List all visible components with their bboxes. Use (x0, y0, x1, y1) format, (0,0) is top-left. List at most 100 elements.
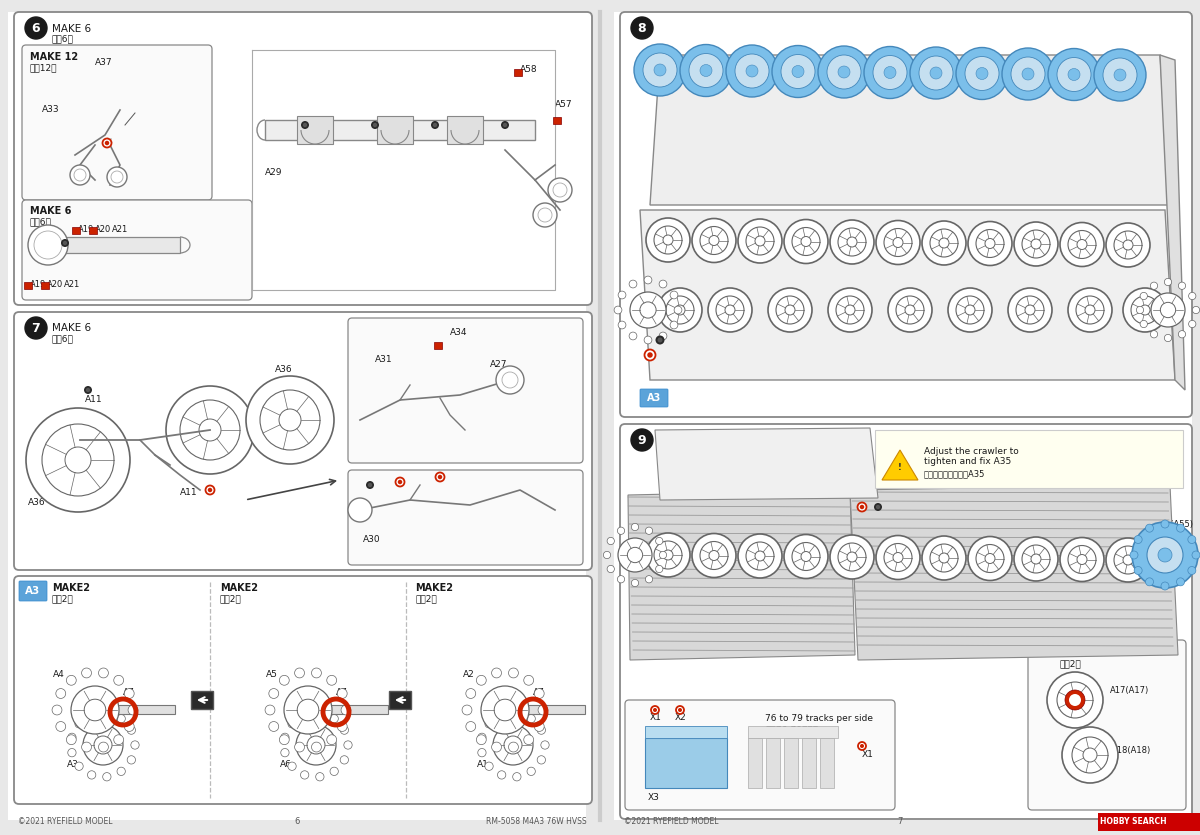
Bar (60, 237, 180, 253)
Circle shape (1164, 278, 1171, 286)
Circle shape (746, 542, 774, 570)
Circle shape (538, 756, 546, 764)
Circle shape (281, 733, 289, 741)
Circle shape (628, 548, 643, 563)
Text: A3: A3 (25, 586, 41, 596)
Circle shape (1162, 520, 1169, 528)
Text: 7: 7 (31, 321, 41, 335)
Circle shape (884, 67, 896, 78)
FancyBboxPatch shape (348, 470, 583, 565)
Circle shape (56, 721, 66, 731)
Circle shape (670, 321, 678, 329)
Circle shape (481, 686, 529, 734)
Text: 制佖2组: 制佖2组 (1060, 659, 1081, 668)
Circle shape (433, 123, 437, 127)
Circle shape (431, 121, 439, 129)
Bar (646, 726, 727, 738)
Circle shape (629, 280, 637, 288)
Text: A17(A17): A17(A17) (1110, 686, 1150, 695)
Circle shape (296, 725, 336, 765)
Text: X1: X1 (650, 713, 662, 722)
Circle shape (1016, 296, 1044, 324)
Circle shape (86, 387, 90, 392)
Circle shape (1046, 672, 1103, 728)
Circle shape (492, 668, 502, 678)
Circle shape (82, 742, 91, 752)
Circle shape (876, 220, 920, 265)
Bar (875, 430, 1183, 488)
Circle shape (1192, 551, 1200, 559)
Circle shape (265, 705, 275, 715)
Circle shape (922, 536, 966, 580)
Circle shape (368, 483, 372, 487)
Circle shape (1176, 524, 1184, 532)
Bar (446, 116, 482, 144)
Circle shape (66, 676, 77, 686)
Circle shape (644, 276, 652, 284)
Circle shape (280, 676, 289, 686)
Circle shape (498, 771, 506, 779)
Text: A11: A11 (180, 488, 198, 497)
Circle shape (103, 709, 112, 717)
Circle shape (1130, 551, 1138, 559)
Circle shape (295, 742, 305, 752)
Circle shape (874, 503, 882, 511)
Circle shape (67, 733, 76, 741)
Circle shape (1114, 231, 1142, 259)
Circle shape (337, 721, 347, 731)
Circle shape (864, 47, 916, 99)
Circle shape (180, 400, 240, 460)
Circle shape (523, 676, 534, 686)
Circle shape (662, 235, 673, 245)
Text: !: ! (898, 463, 902, 473)
Text: ©2021 RYEFIELD MODEL: ©2021 RYEFIELD MODEL (18, 817, 113, 827)
Circle shape (538, 208, 552, 222)
Circle shape (1060, 222, 1104, 266)
Bar (298, 116, 334, 144)
Circle shape (607, 538, 614, 544)
Text: 6: 6 (31, 22, 41, 34)
Circle shape (114, 735, 124, 745)
Circle shape (836, 296, 864, 324)
Text: A7: A7 (124, 688, 134, 697)
Circle shape (260, 390, 320, 450)
Circle shape (700, 542, 728, 569)
Circle shape (496, 366, 524, 394)
Circle shape (326, 735, 337, 745)
Text: A54(A54): A54(A54) (1158, 545, 1198, 554)
Circle shape (646, 533, 690, 577)
Circle shape (655, 538, 662, 544)
Circle shape (307, 736, 325, 754)
Circle shape (905, 305, 916, 315)
Circle shape (830, 535, 874, 579)
Text: MAKE 2: MAKE 2 (1060, 648, 1102, 658)
Circle shape (838, 228, 866, 256)
Circle shape (1146, 524, 1153, 532)
Circle shape (1114, 69, 1126, 81)
Text: 8: 8 (637, 22, 647, 34)
Circle shape (646, 527, 653, 534)
Circle shape (746, 65, 758, 77)
Circle shape (1068, 693, 1082, 707)
Circle shape (341, 705, 350, 715)
Circle shape (512, 709, 521, 717)
Circle shape (1031, 239, 1042, 249)
Circle shape (485, 720, 493, 728)
Circle shape (25, 17, 47, 39)
FancyBboxPatch shape (14, 12, 592, 305)
Circle shape (631, 579, 638, 587)
Circle shape (128, 705, 138, 715)
Circle shape (674, 305, 685, 315)
Circle shape (956, 48, 1008, 99)
Circle shape (818, 46, 870, 98)
Circle shape (792, 227, 820, 256)
Circle shape (1106, 223, 1150, 267)
Circle shape (1062, 727, 1118, 783)
Circle shape (607, 565, 614, 573)
Circle shape (1008, 288, 1052, 332)
Circle shape (1068, 545, 1096, 574)
Circle shape (644, 350, 655, 361)
Circle shape (725, 305, 734, 315)
Circle shape (330, 715, 338, 723)
Text: 制佖6组: 制佖6组 (52, 34, 74, 43)
